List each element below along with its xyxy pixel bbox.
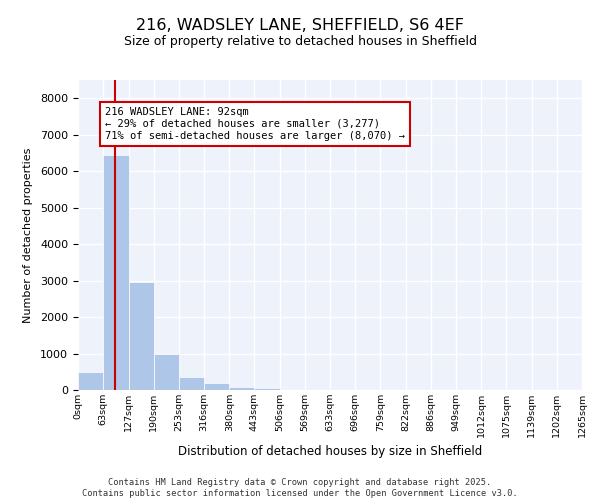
Text: 216 WADSLEY LANE: 92sqm
← 29% of detached houses are smaller (3,277)
71% of semi: 216 WADSLEY LANE: 92sqm ← 29% of detache…: [105, 108, 405, 140]
Bar: [179, 376, 204, 390]
Bar: [229, 386, 254, 390]
Bar: [78, 372, 103, 390]
Text: Contains HM Land Registry data © Crown copyright and database right 2025.
Contai: Contains HM Land Registry data © Crown c…: [82, 478, 518, 498]
X-axis label: Distribution of detached houses by size in Sheffield: Distribution of detached houses by size …: [178, 446, 482, 458]
Text: 216, WADSLEY LANE, SHEFFIELD, S6 4EF: 216, WADSLEY LANE, SHEFFIELD, S6 4EF: [136, 18, 464, 32]
Bar: [128, 282, 154, 390]
Text: Size of property relative to detached houses in Sheffield: Size of property relative to detached ho…: [124, 35, 476, 48]
Bar: [280, 389, 305, 390]
Bar: [103, 155, 128, 390]
Y-axis label: Number of detached properties: Number of detached properties: [23, 148, 33, 322]
Bar: [254, 388, 280, 390]
Bar: [154, 354, 179, 390]
Bar: [204, 384, 229, 390]
